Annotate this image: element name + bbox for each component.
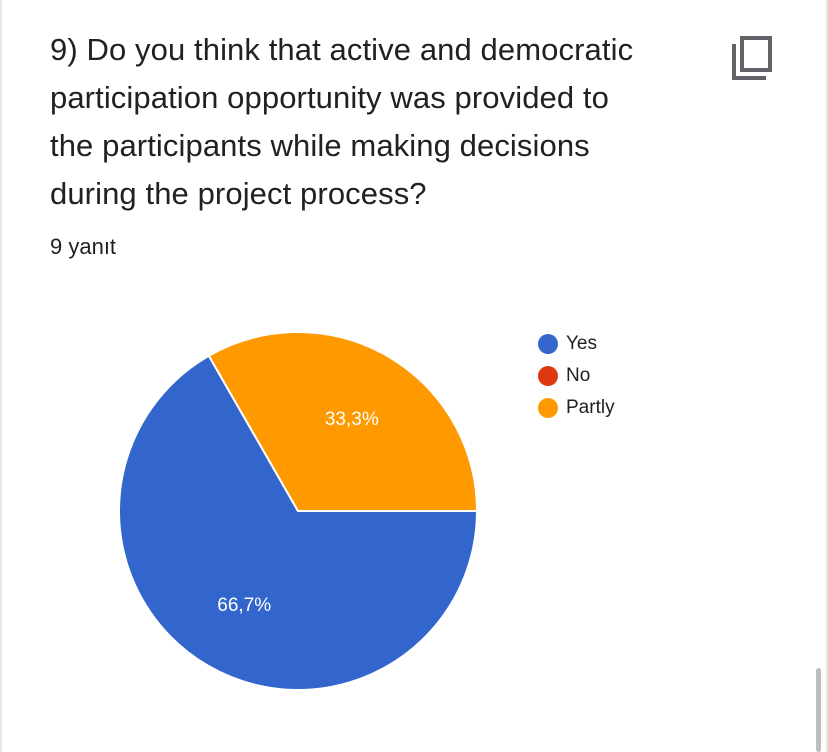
legend-label-partly: Partly [566,397,615,418]
question-line: during the project process? [50,176,427,211]
legend-label-no: No [566,365,591,386]
card-left-border [0,0,2,752]
slice-label-yes: 66,7% [217,595,271,616]
legend-swatch-no [538,366,558,386]
copy-icon [732,36,772,80]
legend-swatch-yes [538,334,558,354]
copy-chart-button[interactable] [728,32,778,82]
legend-item-no[interactable]: No [538,360,615,392]
legend-item-yes[interactable]: Yes [538,328,615,360]
legend-label-yes: Yes [566,333,597,354]
response-count: 9 yanıt [50,234,117,259]
legend-swatch-partly [538,398,558,418]
slice-label-partly: 33,3% [325,409,379,430]
question-line: the participants while making decisions [50,128,590,163]
legend-item-partly[interactable]: Partly [538,392,615,424]
card-right-border [826,0,828,752]
question-line: participation opportunity was provided t… [50,80,609,115]
pie-slice-yes[interactable] [118,354,479,691]
question-title: 9) Do you think that active and democrat… [50,26,690,218]
pie-slice-partly[interactable] [207,331,479,512]
chart-legend: Yes No Partly [538,328,615,424]
scrollbar[interactable] [816,668,821,752]
question-line: 9) Do you think that active and democrat… [50,32,634,67]
